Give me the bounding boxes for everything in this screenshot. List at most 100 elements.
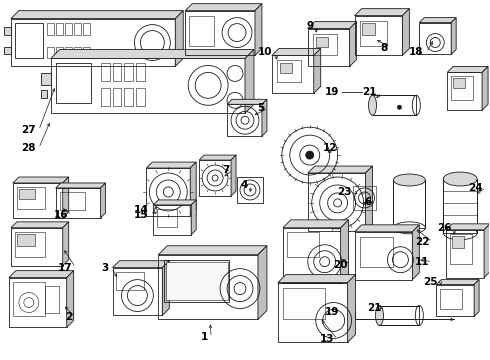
- Text: 2: 2: [66, 312, 73, 323]
- Bar: [372, 95, 416, 115]
- Bar: [56, 188, 100, 218]
- Bar: [272, 55, 314, 93]
- Polygon shape: [366, 166, 372, 231]
- Polygon shape: [147, 162, 196, 168]
- Bar: [17, 187, 45, 209]
- Text: 28: 28: [21, 143, 36, 153]
- Bar: [158, 255, 258, 319]
- Bar: [136, 63, 146, 81]
- Bar: [100, 63, 110, 81]
- Bar: [147, 168, 190, 216]
- Bar: [41, 73, 51, 85]
- Bar: [47, 23, 54, 35]
- Bar: [17, 234, 35, 246]
- Text: 16: 16: [54, 210, 69, 220]
- Polygon shape: [13, 177, 69, 183]
- Bar: [362, 23, 375, 35]
- Polygon shape: [262, 99, 267, 136]
- Bar: [56, 23, 63, 35]
- Text: 14: 14: [134, 205, 148, 215]
- Bar: [308, 28, 349, 67]
- Polygon shape: [347, 275, 356, 342]
- Text: 13: 13: [320, 334, 335, 345]
- Bar: [237, 177, 263, 203]
- Polygon shape: [355, 225, 419, 232]
- Bar: [4, 46, 11, 54]
- Bar: [440, 289, 462, 309]
- Text: 21: 21: [363, 87, 377, 97]
- Text: 21: 21: [368, 302, 382, 312]
- Text: 19: 19: [325, 307, 340, 318]
- Bar: [4, 27, 11, 35]
- Bar: [393, 180, 425, 228]
- Polygon shape: [283, 220, 348, 228]
- Polygon shape: [153, 200, 196, 205]
- Bar: [419, 23, 451, 54]
- Text: 7: 7: [222, 165, 230, 175]
- Bar: [124, 63, 133, 81]
- Bar: [166, 262, 228, 300]
- Polygon shape: [258, 246, 267, 319]
- Bar: [287, 232, 318, 257]
- Text: 8: 8: [380, 42, 388, 53]
- Bar: [443, 179, 477, 233]
- Bar: [74, 46, 81, 58]
- Bar: [113, 63, 122, 81]
- Ellipse shape: [443, 172, 477, 186]
- Polygon shape: [349, 22, 357, 67]
- Bar: [452, 236, 464, 248]
- Polygon shape: [231, 155, 236, 196]
- Bar: [164, 260, 229, 302]
- Bar: [19, 189, 35, 199]
- Text: 26: 26: [437, 223, 451, 233]
- Polygon shape: [436, 280, 479, 285]
- Bar: [15, 23, 43, 58]
- Bar: [355, 232, 413, 280]
- Bar: [308, 173, 366, 231]
- Polygon shape: [413, 225, 419, 280]
- Bar: [51, 58, 245, 113]
- Bar: [11, 228, 63, 266]
- Polygon shape: [185, 4, 262, 11]
- Bar: [65, 23, 72, 35]
- Polygon shape: [446, 224, 490, 230]
- Polygon shape: [419, 18, 456, 23]
- Bar: [353, 186, 376, 210]
- Bar: [117, 272, 145, 289]
- Polygon shape: [278, 275, 356, 283]
- Polygon shape: [63, 222, 69, 266]
- Bar: [360, 21, 388, 45]
- Bar: [355, 15, 402, 55]
- Polygon shape: [113, 261, 169, 268]
- Polygon shape: [245, 50, 254, 113]
- Polygon shape: [199, 155, 236, 160]
- Bar: [65, 46, 72, 58]
- Polygon shape: [9, 271, 74, 278]
- Text: 24: 24: [468, 183, 483, 193]
- Text: 1: 1: [201, 332, 208, 342]
- Bar: [316, 37, 328, 46]
- Bar: [83, 46, 90, 58]
- Bar: [136, 88, 146, 106]
- Polygon shape: [314, 49, 321, 93]
- Polygon shape: [272, 49, 321, 55]
- Polygon shape: [451, 18, 456, 54]
- Bar: [280, 63, 292, 73]
- Bar: [100, 88, 110, 106]
- Bar: [124, 88, 133, 106]
- Text: 23: 23: [337, 187, 352, 197]
- Ellipse shape: [393, 174, 425, 186]
- Polygon shape: [447, 67, 488, 72]
- Polygon shape: [158, 246, 267, 255]
- Polygon shape: [63, 177, 69, 218]
- Bar: [47, 46, 54, 58]
- Text: 17: 17: [58, 263, 73, 273]
- Bar: [56, 63, 91, 103]
- Bar: [74, 23, 81, 35]
- Bar: [199, 160, 231, 196]
- Bar: [283, 228, 341, 283]
- Text: 3: 3: [101, 263, 108, 273]
- Text: 27: 27: [21, 125, 36, 135]
- Bar: [56, 46, 63, 58]
- Bar: [9, 278, 67, 328]
